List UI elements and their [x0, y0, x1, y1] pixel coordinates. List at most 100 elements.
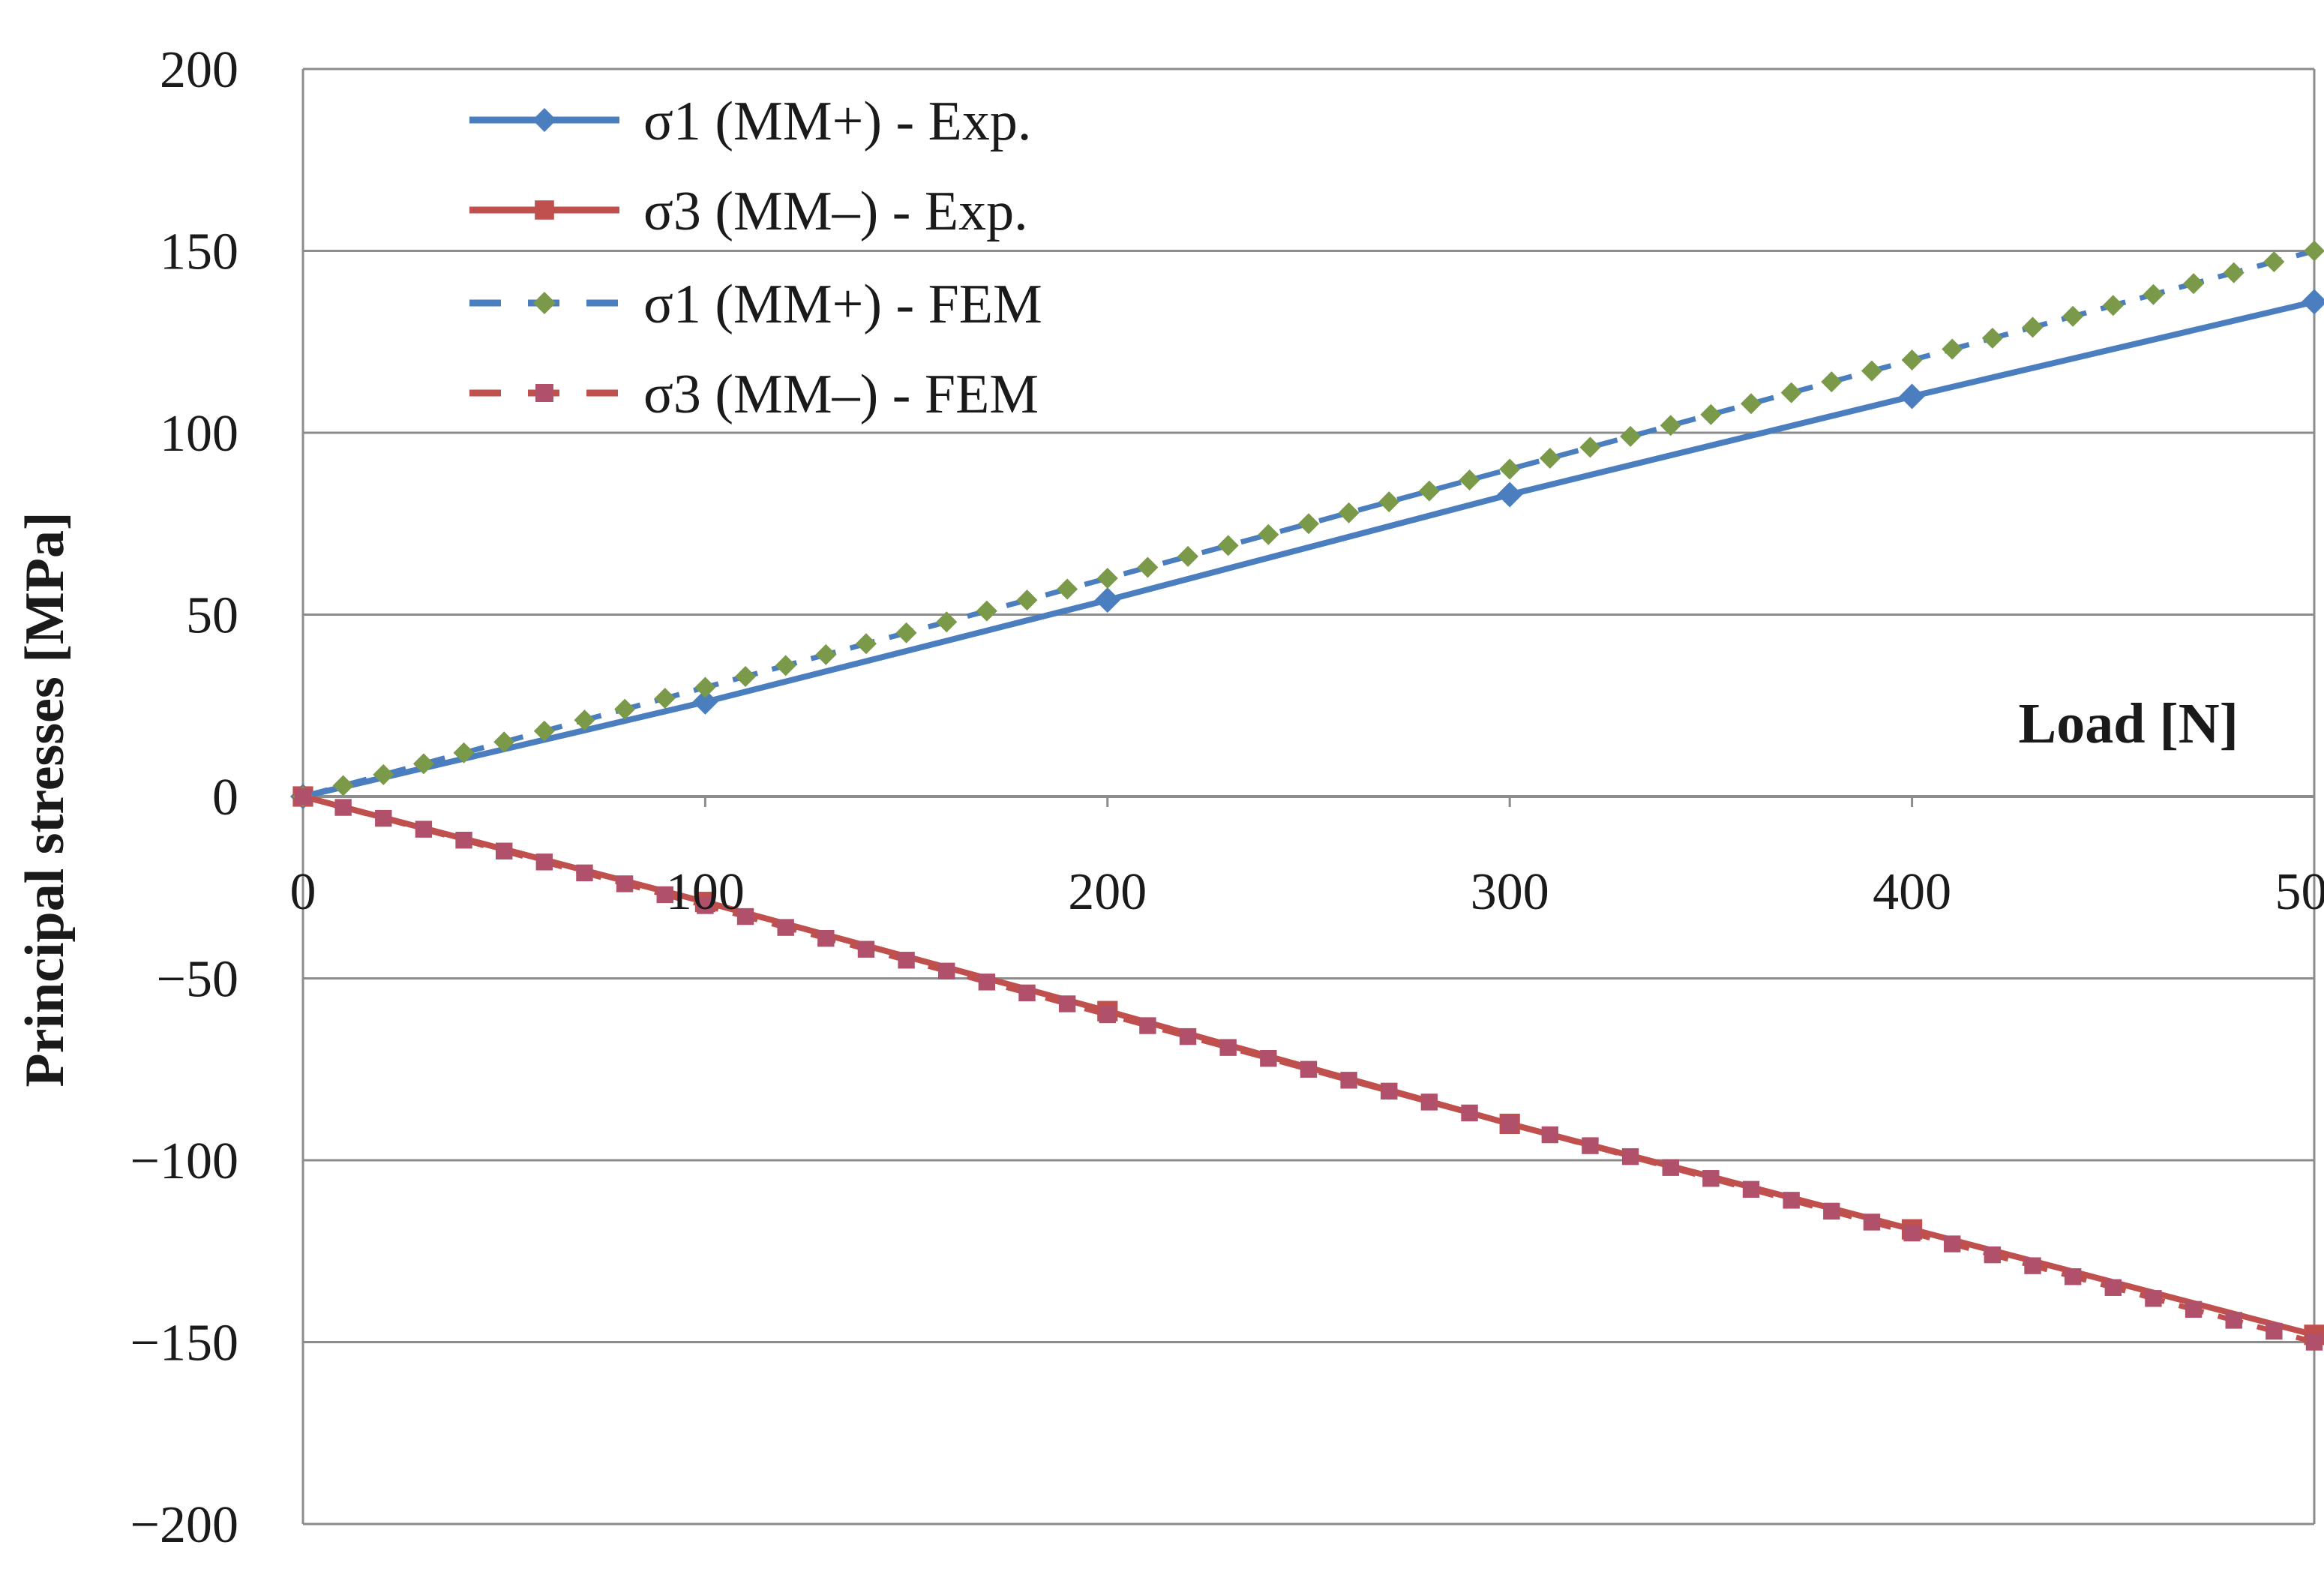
- data-point: [496, 843, 512, 860]
- data-point: [1095, 587, 1120, 613]
- data-point: [735, 666, 756, 687]
- data-point: [1258, 524, 1279, 545]
- data-point: [1944, 1235, 1960, 1252]
- data-point: [2023, 316, 2044, 338]
- data-point: [979, 974, 995, 990]
- y-tick-label: 50: [186, 587, 238, 645]
- data-point: [1059, 995, 1075, 1012]
- data-point: [415, 820, 432, 837]
- legend-item-4: σ3 (MM–) - FEM: [469, 364, 1039, 425]
- x-tick-label: 500: [2275, 863, 2324, 921]
- data-point: [1781, 382, 1802, 404]
- data-point: [858, 941, 874, 958]
- data-point: [655, 688, 676, 709]
- data-point: [938, 963, 955, 980]
- legend-label: σ3 (MM–) - FEM: [643, 364, 1039, 425]
- y-tick-label: 0: [212, 769, 238, 826]
- series-line: [303, 302, 2314, 796]
- data-point: [2024, 1257, 2041, 1274]
- data-point: [1622, 1148, 1639, 1165]
- data-point: [1900, 384, 1925, 410]
- data-point: [1378, 491, 1399, 512]
- data-point: [536, 854, 553, 870]
- data-point: [1461, 1105, 1477, 1121]
- data-point: [1864, 1214, 1880, 1230]
- data-point: [1137, 556, 1158, 578]
- data-point: [375, 810, 391, 826]
- data-point: [896, 622, 917, 644]
- y-tick-label: −150: [130, 1315, 238, 1372]
- data-point: [1057, 579, 1078, 600]
- legend-item-3: σ1 (MM+) - FEM: [469, 274, 1042, 335]
- x-tick-label: 400: [1873, 863, 1951, 921]
- data-point: [775, 655, 796, 676]
- data-point: [1903, 1225, 1920, 1241]
- data-point: [1700, 404, 1721, 425]
- data-point: [1984, 1246, 2001, 1263]
- data-point: [576, 865, 592, 881]
- data-point: [1497, 482, 1522, 507]
- data-point: [777, 919, 793, 935]
- data-point: [1421, 1094, 1438, 1110]
- data-point: [1501, 1115, 1518, 1132]
- x-tick-label: 0: [290, 863, 316, 921]
- legend-marker: [535, 200, 554, 220]
- legend-marker: [533, 292, 556, 314]
- data-point: [1540, 448, 1561, 469]
- data-point: [1097, 568, 1118, 589]
- data-point: [1821, 371, 1842, 392]
- data-point: [694, 677, 715, 698]
- y-tick-label: 150: [160, 224, 238, 281]
- data-point: [1579, 436, 1600, 458]
- data-point: [1017, 590, 1038, 610]
- data-point: [1743, 1181, 1759, 1198]
- data-point: [2105, 1280, 2122, 1296]
- data-point: [898, 952, 914, 968]
- data-point: [1139, 1017, 1156, 1034]
- data-point: [2304, 241, 2324, 262]
- legend-item-2: σ3 (MM–) - Exp.: [469, 181, 1028, 242]
- data-point: [1663, 1160, 1679, 1176]
- data-point: [1542, 1126, 1558, 1143]
- data-point: [1298, 513, 1319, 534]
- data-point: [2302, 289, 2324, 314]
- data-point: [1783, 1192, 1799, 1208]
- legend-item-1: σ1 (MM+) - Exp.: [469, 91, 1031, 152]
- data-point: [2263, 251, 2284, 272]
- data-point: [1459, 470, 1480, 490]
- data-point: [1982, 328, 2003, 349]
- data-point: [1861, 361, 1882, 382]
- data-point: [1499, 459, 1520, 480]
- data-point: [2183, 273, 2204, 294]
- data-point: [2185, 1301, 2202, 1318]
- data-point: [1180, 1028, 1196, 1045]
- data-point: [1099, 1006, 1116, 1023]
- data-point: [1902, 350, 1923, 370]
- legend: σ1 (MM+) - Exp. σ3 (MM–) - Exp. σ1 (MM+) -…: [469, 91, 1042, 425]
- y-tick-label: −200: [130, 1496, 238, 1554]
- data-point: [616, 875, 633, 892]
- legend-label: σ3 (MM–) - Exp.: [643, 181, 1028, 242]
- data-point: [1620, 426, 1641, 447]
- data-point: [1218, 535, 1239, 556]
- data-point: [1419, 481, 1440, 502]
- data-point: [1177, 546, 1198, 567]
- legend-marker: [535, 384, 553, 402]
- data-point: [1381, 1083, 1397, 1100]
- data-point: [2065, 1268, 2081, 1285]
- y-tick-label: 100: [160, 405, 238, 463]
- data-point: [817, 930, 834, 946]
- y-tick-label: −50: [157, 951, 238, 1009]
- data-point: [1340, 1072, 1357, 1088]
- data-point: [1300, 1061, 1317, 1078]
- data-point: [856, 633, 877, 654]
- x-tick-label: 300: [1471, 863, 1549, 921]
- y-axis-label: Principal stresses [MPa]: [14, 512, 76, 1087]
- data-point: [1702, 1170, 1719, 1186]
- data-point: [1942, 338, 1963, 359]
- y-tick-label: −100: [130, 1132, 238, 1190]
- x-tick-label: 100: [666, 863, 745, 921]
- legend-label: σ1 (MM+) - Exp.: [643, 91, 1031, 152]
- data-point: [2226, 1312, 2242, 1328]
